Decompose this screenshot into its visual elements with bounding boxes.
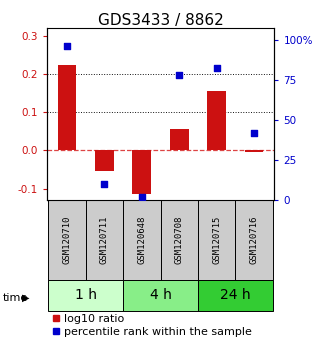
Text: GSM120708: GSM120708	[175, 216, 184, 264]
Text: GSM120710: GSM120710	[63, 216, 72, 264]
Point	[139, 194, 144, 200]
Bar	[207, 91, 226, 150]
Bar	[48, 280, 123, 310]
Point	[251, 130, 256, 136]
Bar	[198, 200, 235, 280]
Point	[214, 65, 219, 71]
Text: ▶: ▶	[22, 293, 29, 303]
Text: 1 h: 1 h	[75, 288, 97, 302]
Bar	[235, 200, 273, 280]
Bar	[245, 150, 263, 153]
Text: GSM120716: GSM120716	[249, 216, 258, 264]
Point	[102, 181, 107, 187]
Text: time: time	[3, 293, 29, 303]
Legend: log10 ratio, percentile rank within the sample: log10 ratio, percentile rank within the …	[52, 314, 252, 337]
Bar	[133, 150, 151, 194]
Text: GSM120648: GSM120648	[137, 216, 146, 264]
Bar	[198, 280, 273, 310]
Text: GSM120711: GSM120711	[100, 216, 109, 264]
Text: 4 h: 4 h	[150, 288, 171, 302]
Bar	[95, 150, 114, 171]
Text: GSM120715: GSM120715	[212, 216, 221, 264]
Bar	[170, 130, 188, 150]
Point	[177, 72, 182, 78]
Title: GDS3433 / 8862: GDS3433 / 8862	[98, 13, 223, 28]
Point	[65, 43, 70, 49]
Bar	[58, 64, 76, 150]
Bar	[123, 280, 198, 310]
Bar	[86, 200, 123, 280]
Text: 24 h: 24 h	[220, 288, 250, 302]
Bar	[160, 200, 198, 280]
Bar	[123, 200, 160, 280]
Bar	[48, 200, 86, 280]
